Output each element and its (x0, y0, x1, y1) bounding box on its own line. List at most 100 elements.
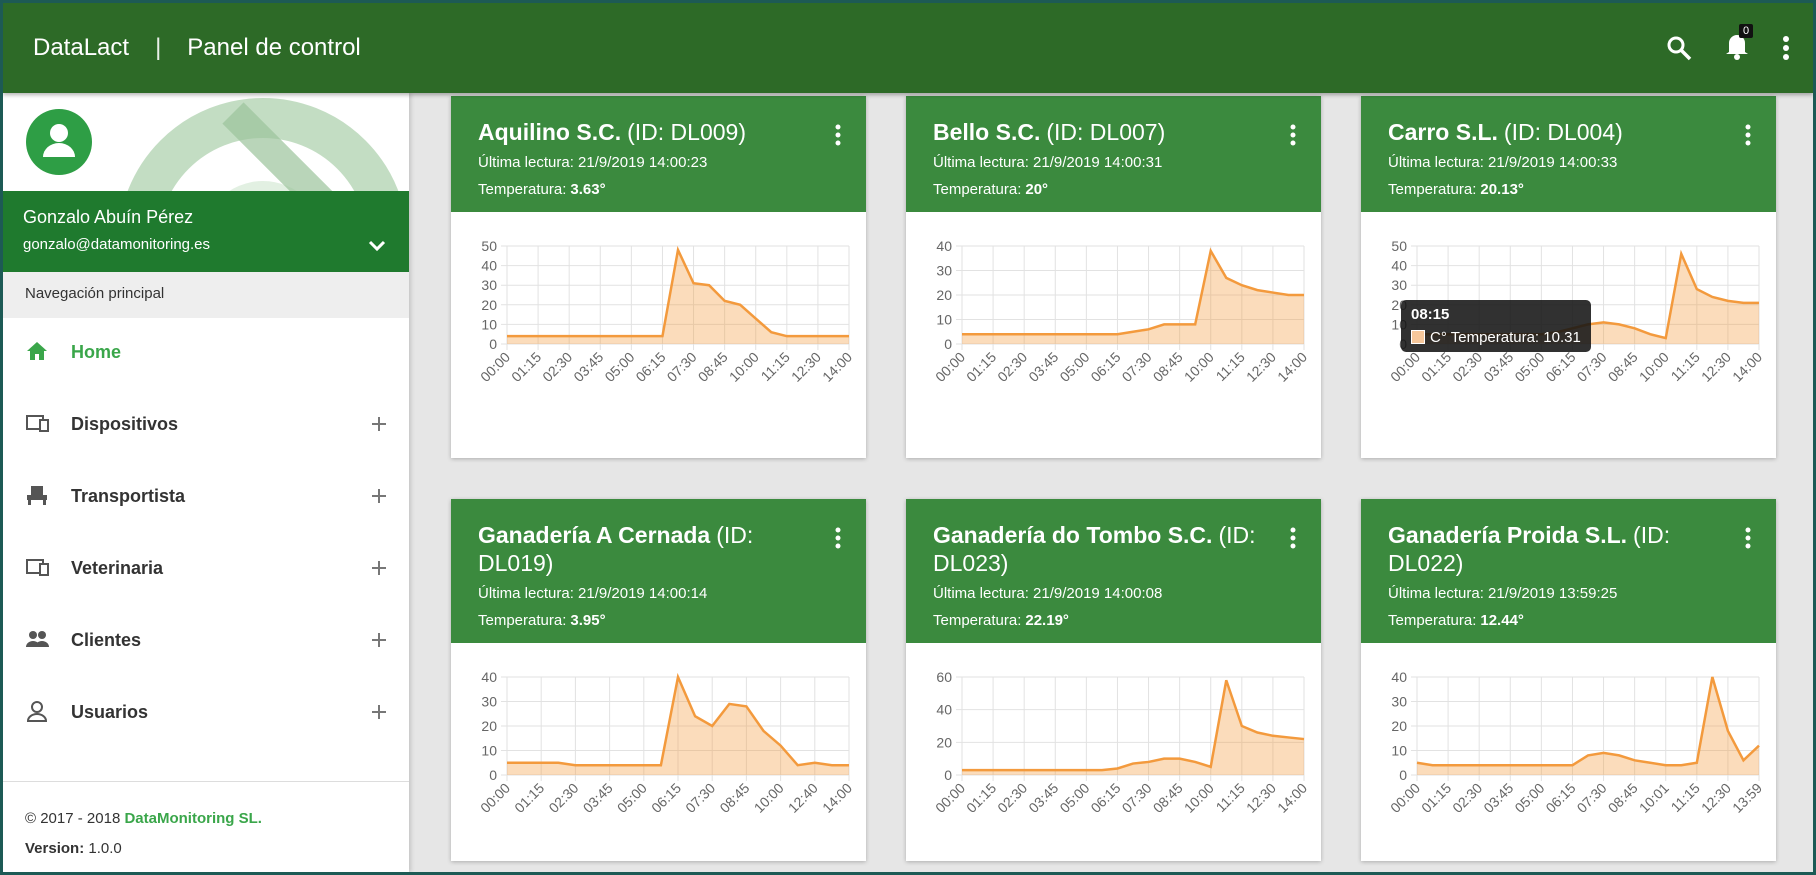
card-header: Ganadería do Tombo S.C. (ID: DL023) Última… (906, 499, 1321, 643)
device-id: (ID: DL023) (933, 522, 1256, 576)
temperature: Temperatura: 12.44° (1388, 612, 1720, 629)
nav-item[interactable]: Clientes (3, 615, 409, 665)
card-menu[interactable] (1289, 124, 1297, 146)
device-card: Ganadería Proida S.L. (ID: DL022) Última l… (1361, 499, 1776, 861)
x-tick-label: 00:00 (477, 349, 513, 385)
x-tick-label: 10:00 (751, 780, 787, 816)
last-reading: Última lectura: 21/9/2019 14:00:31 (933, 154, 1163, 171)
device-card: Ganadería do Tombo S.C. (ID: DL023) Última… (906, 499, 1321, 861)
device-card: Aquilino S.C. (ID: DL009) Última lectura: … (451, 96, 866, 458)
x-tick-label: 06:15 (1542, 349, 1578, 385)
menu-icon[interactable] (1781, 34, 1791, 62)
temperature-label: Temperatura: (1388, 612, 1477, 629)
tooltip-row: C° Temperatura: 10.31 (1411, 329, 1581, 346)
separator: | (155, 34, 162, 61)
card-title: Carro S.L. (ID: DL004) (1388, 118, 1720, 146)
card-title: Ganadería Proida S.L. (ID: DL022) (1388, 521, 1720, 577)
x-tick-label: 00:00 (1387, 349, 1423, 385)
x-tick-label: 08:45 (1605, 349, 1641, 385)
brand[interactable]: DataLact (33, 34, 130, 61)
nav-item[interactable]: Usuarios (3, 687, 409, 737)
x-tick-label: 11:15 (1213, 349, 1249, 385)
y-tick-label: 10 (1391, 743, 1407, 759)
card-menu[interactable] (1744, 124, 1752, 146)
y-tick-label: 40 (481, 669, 497, 685)
y-tick-label: 30 (481, 694, 497, 710)
x-tick-label: 01:15 (1418, 349, 1454, 385)
company[interactable]: DataMonitoring SL. (124, 810, 262, 827)
temperature-value: 3.95° (570, 612, 606, 629)
x-tick-label: 05:00 (1056, 349, 1092, 385)
y-tick-label: 40 (936, 702, 952, 718)
y-tick-label: 20 (1391, 718, 1407, 734)
card-menu[interactable] (834, 527, 842, 549)
temperature-value: 12.44° (1480, 612, 1524, 629)
x-tick-label: 14:00 (1729, 349, 1765, 385)
x-tick-label: 07:30 (1119, 780, 1155, 816)
nav-item[interactable]: Transportista (3, 471, 409, 521)
x-tick-label: 08:45 (1605, 780, 1641, 816)
nav-item[interactable]: Veterinaria (3, 543, 409, 593)
x-tick-label: 07:30 (664, 349, 700, 385)
x-tick-label: 03:45 (1480, 780, 1516, 816)
card-title: Ganadería do Tombo S.C. (ID: DL023) (933, 521, 1265, 577)
device-card: Ganadería A Cernada (ID: DL019) Última lec… (451, 499, 866, 861)
area-fill (507, 677, 849, 775)
tooltip-label: C° Temperatura: 10.31 (1430, 329, 1581, 346)
nav-item[interactable]: Dispositivos (3, 399, 409, 449)
card-header: Ganadería A Cernada (ID: DL019) Última lec… (451, 499, 866, 643)
x-tick-label: 00:00 (932, 349, 968, 385)
notifications[interactable]: 0 (1723, 23, 1754, 67)
x-tick-label: 12:30 (1243, 780, 1279, 816)
x-tick-label: 01:15 (1418, 780, 1454, 816)
y-tick-label: 30 (1391, 277, 1407, 293)
user-info[interactable]: Gonzalo Abuín Pérez gonzalo@datamonitori… (3, 191, 409, 272)
card-menu[interactable] (834, 124, 842, 146)
temperature-value: 3.63° (570, 181, 606, 198)
copyright: © 2017 - 2018 (25, 810, 121, 827)
x-tick-label: 14:00 (819, 349, 855, 385)
card-header: Carro S.L. (ID: DL004) Última lectura: 21/… (1361, 96, 1776, 212)
temperature-label: Temperatura: (1388, 181, 1477, 198)
temperature-value: 22.19° (1025, 612, 1069, 629)
x-tick-label: 11:15 (1213, 780, 1249, 816)
nav-label: Usuarios (71, 701, 149, 722)
nav-item[interactable]: Home (3, 327, 409, 377)
device-name: Aquilino S.C. (478, 119, 622, 145)
device-id: (ID: DL007) (1046, 119, 1166, 145)
y-tick-label: 20 (481, 297, 497, 313)
card-menu[interactable] (1744, 527, 1752, 549)
y-tick-label: 0 (944, 767, 952, 783)
x-tick-label: 08:45 (1150, 349, 1186, 385)
x-tick-label: 00:00 (1387, 780, 1423, 816)
search-icon[interactable] (1665, 34, 1693, 62)
top-icons: 0 (1665, 3, 1791, 93)
x-tick-label: 10:00 (1636, 349, 1672, 385)
x-tick-label: 07:30 (1574, 780, 1610, 816)
notification-count: 0 (1739, 23, 1754, 38)
device-id: (ID: DL019) (478, 522, 754, 576)
temperature: Temperatura: 20° (933, 181, 1265, 198)
x-tick-label: 03:45 (1480, 349, 1516, 385)
card-title: Aquilino S.C. (ID: DL009) (478, 118, 810, 146)
last-reading: Última lectura: 21/9/2019 14:00:33 (1388, 154, 1618, 171)
nav-icon (27, 486, 47, 505)
x-tick-label: 03:45 (1025, 349, 1061, 385)
chart: 0 10 20 30 40 50 00:0001:1502:3003:4505:0006:1… (477, 238, 855, 385)
x-tick-label: 10:00 (1181, 349, 1217, 385)
area-line (507, 245, 849, 338)
area-fill (507, 249, 849, 344)
x-tick-label: 06:15 (648, 780, 684, 816)
area-line (962, 679, 1305, 772)
nav-label: Home (71, 341, 122, 362)
device-name: Ganadería Proida S.L. (1388, 522, 1628, 548)
x-tick-label: 07:30 (682, 780, 718, 816)
x-tick-label: 13:59 (1729, 780, 1765, 816)
nav-label: Dispositivos (71, 413, 179, 434)
y-tick-label: 20 (936, 287, 952, 303)
y-tick-label: 10 (481, 743, 497, 759)
card-menu[interactable] (1289, 527, 1297, 549)
chart: 0 20 40 60 00:0001:1502:3003:4505:0006:1507:… (932, 669, 1310, 816)
footer: © 2017 - 2018 DataMonitoring SL. Version… (3, 781, 409, 872)
y-tick-label: 50 (1391, 238, 1407, 254)
